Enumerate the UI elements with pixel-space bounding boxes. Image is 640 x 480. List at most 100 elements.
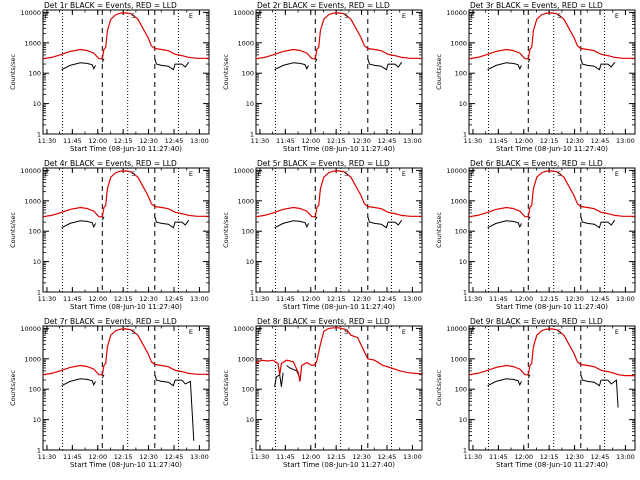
x-tick-label: 12:30: [352, 453, 371, 461]
lld-series-line: [256, 170, 422, 218]
x-tick-label: 11:30: [464, 295, 483, 303]
y-tick-label: 1: [250, 289, 254, 297]
chart-title: Det 4r BLACK = Events, RED = LLD: [44, 159, 177, 168]
y-axis-label: Counts/sec: [435, 212, 443, 248]
y-tick-label: 10: [33, 416, 41, 424]
events-series-line: [61, 378, 96, 387]
events-series-line: [487, 378, 522, 387]
marker-label: S: [557, 12, 561, 20]
lld-series-line: [469, 328, 635, 377]
chart-panel: Det 5r BLACK = Events, RED = LLD 1 10 100 10…: [222, 159, 423, 311]
x-tick-label: 13:00: [403, 295, 422, 303]
events-series-line: [314, 216, 318, 221]
events-series-line: [367, 58, 403, 71]
y-tick-label: 100: [29, 228, 41, 236]
x-tick-label: 12:15: [114, 453, 133, 461]
x-tick-label: 13:00: [190, 295, 209, 303]
x-tick-label: 11:45: [276, 295, 295, 303]
x-tick-label: 12:15: [540, 137, 559, 145]
marker-label: E: [471, 12, 475, 20]
x-tick-label: 12:45: [378, 453, 397, 461]
y-tick-label: 10: [459, 416, 467, 424]
x-axis-label: Start Time (08-Jun-10 11:27:40): [496, 145, 608, 153]
marker-label: E: [45, 328, 49, 336]
lld-series-line: [469, 170, 635, 218]
x-tick-label: 11:30: [464, 137, 483, 145]
y-axis-label: Counts/sec: [9, 212, 17, 248]
y-tick-label: 100: [242, 228, 254, 236]
y-tick-label: 10000: [20, 167, 41, 175]
lld-series-line: [469, 12, 635, 60]
marker-label: E: [615, 328, 619, 336]
lld-series-line: [256, 12, 422, 60]
events-series-line: [487, 220, 522, 229]
y-tick-label: 1: [463, 131, 467, 139]
y-tick-label: 10: [33, 100, 41, 108]
events-series-line: [527, 216, 531, 221]
y-axis-label: Counts/sec: [222, 212, 230, 248]
x-tick-label: 12:15: [114, 295, 133, 303]
y-tick-label: 10000: [446, 167, 467, 175]
y-tick-label: 1: [463, 289, 467, 297]
events-series-line: [101, 58, 105, 63]
x-tick-label: 12:30: [139, 295, 158, 303]
x-tick-label: 11:45: [63, 295, 82, 303]
plot-frame: [255, 9, 423, 135]
y-tick-label: 10: [246, 258, 254, 266]
events-series-line: [101, 374, 105, 379]
marker-label: S: [557, 170, 561, 178]
y-tick-label: 1: [463, 447, 467, 455]
x-tick-label: 12:45: [591, 137, 610, 145]
marker-label: S: [557, 328, 561, 336]
marker-label: E: [615, 170, 619, 178]
x-tick-label: 12:00: [514, 453, 533, 461]
y-tick-label: 10: [33, 258, 41, 266]
y-tick-label: 10: [459, 100, 467, 108]
x-axis-label: Start Time (08-Jun-10 11:27:40): [70, 303, 182, 311]
marker-label: E: [189, 328, 193, 336]
y-tick-label: 10000: [233, 325, 254, 333]
x-tick-label: 12:15: [327, 137, 346, 145]
y-tick-label: 100: [455, 386, 467, 394]
marker-label: S: [344, 328, 348, 336]
x-tick-label: 11:30: [251, 453, 270, 461]
x-tick-label: 12:45: [165, 453, 184, 461]
x-tick-label: 12:15: [327, 453, 346, 461]
marker-label: E: [45, 12, 49, 20]
events-series-line: [274, 220, 309, 229]
y-tick-label: 10000: [233, 9, 254, 17]
x-tick-label: 13:00: [616, 295, 635, 303]
x-tick-label: 12:45: [591, 295, 610, 303]
chart-title: Det 5r BLACK = Events, RED = LLD: [257, 159, 390, 168]
x-tick-label: 12:15: [540, 295, 559, 303]
marker-label: S: [344, 12, 348, 20]
chart-panel: Det 2r BLACK = Events, RED = LLD 1 10 100 10…: [222, 1, 423, 153]
y-tick-label: 100: [242, 70, 254, 78]
x-tick-label: 11:45: [63, 137, 82, 145]
y-tick-label: 10: [246, 100, 254, 108]
y-tick-label: 1: [37, 131, 41, 139]
chart-title: Det 9r BLACK = Events, RED = LLD: [470, 317, 603, 326]
x-axis-label: Start Time (08-Jun-10 11:27:40): [70, 461, 182, 469]
y-tick-label: 1: [37, 289, 41, 297]
y-tick-label: 1000: [450, 39, 467, 47]
x-tick-label: 12:30: [352, 137, 371, 145]
x-axis-label: Start Time (08-Jun-10 11:27:40): [283, 461, 395, 469]
x-tick-label: 11:45: [276, 453, 295, 461]
events-series-line: [527, 58, 531, 63]
y-axis-label: Counts/sec: [222, 370, 230, 406]
chart-panel: Det 3r BLACK = Events, RED = LLD 1 10 100 10…: [435, 1, 636, 153]
marker-label: S: [344, 170, 348, 178]
x-tick-label: 13:00: [190, 137, 209, 145]
events-series-line: [154, 216, 190, 229]
marker-label: E: [189, 12, 193, 20]
x-axis-label: Start Time (08-Jun-10 11:27:40): [283, 303, 395, 311]
y-tick-label: 10000: [20, 325, 41, 333]
x-axis-label: Start Time (08-Jun-10 11:27:40): [496, 461, 608, 469]
x-tick-label: 12:00: [301, 453, 320, 461]
chart-title: Det 2r BLACK = Events, RED = LLD: [257, 1, 390, 10]
y-axis-label: Counts/sec: [222, 54, 230, 90]
events-series-line: [154, 374, 195, 441]
events-series-line: [154, 58, 190, 71]
x-tick-label: 11:30: [38, 295, 57, 303]
